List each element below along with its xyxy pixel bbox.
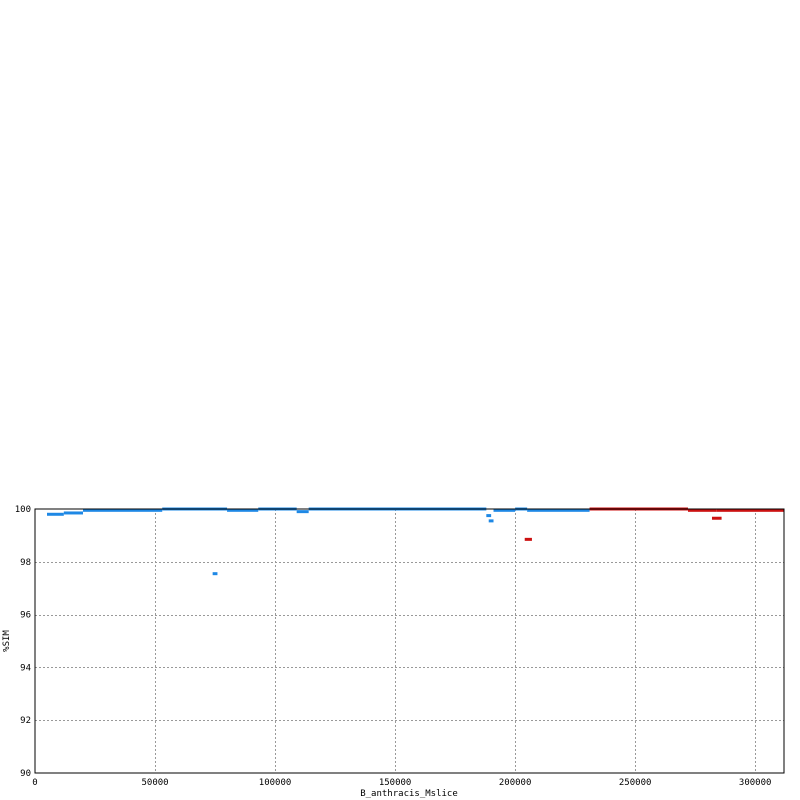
x-tick-label: 150000 bbox=[379, 778, 412, 788]
y-tick-label: 94 bbox=[20, 663, 31, 673]
series-0 bbox=[47, 507, 590, 576]
series-1 bbox=[524, 507, 784, 541]
data-segment bbox=[296, 510, 309, 514]
series bbox=[47, 507, 784, 576]
x-tick-label: 250000 bbox=[619, 778, 652, 788]
x-tick-label: 300000 bbox=[739, 778, 772, 788]
plot-frame bbox=[34, 508, 785, 774]
x-tick-label: 50000 bbox=[141, 778, 168, 788]
data-segment bbox=[212, 572, 218, 576]
data-segment bbox=[83, 508, 163, 512]
data-segment bbox=[227, 508, 259, 512]
data-segment bbox=[486, 514, 492, 518]
y-tick-label: 100 bbox=[15, 505, 31, 515]
x-axis: 0 50000 100000 150000 200000 250000 300000 bbox=[32, 778, 771, 788]
data-segment bbox=[47, 512, 64, 516]
data-segment bbox=[527, 508, 590, 512]
x-axis-label: B_anthracis_Mslice bbox=[360, 789, 458, 799]
data-segment bbox=[716, 508, 784, 512]
grid bbox=[35, 509, 784, 773]
y-axis-label: %SIM bbox=[2, 630, 12, 652]
y-tick-label: 90 bbox=[20, 769, 31, 779]
data-segment bbox=[524, 537, 532, 541]
x-tick-label: 200000 bbox=[499, 778, 532, 788]
data-segment bbox=[488, 519, 494, 523]
x-tick-label: 100000 bbox=[259, 778, 292, 788]
data-segment bbox=[493, 508, 516, 512]
data-segment bbox=[711, 516, 722, 520]
y-tick-label: 96 bbox=[20, 611, 31, 621]
y-tick-label: 92 bbox=[20, 716, 31, 726]
y-tick-label: 98 bbox=[20, 558, 31, 568]
x-tick-label: 0 bbox=[32, 778, 37, 788]
data-segment bbox=[63, 511, 84, 515]
data-segment bbox=[687, 508, 717, 512]
y-axis: 90 92 94 96 98 100 bbox=[15, 505, 31, 779]
